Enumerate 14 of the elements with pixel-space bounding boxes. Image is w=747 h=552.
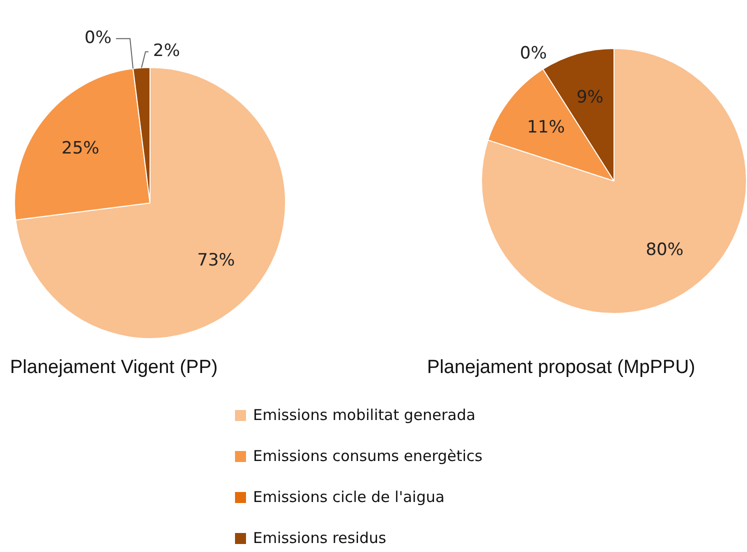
- data-label: 73%: [197, 250, 235, 271]
- data-label: 11%: [527, 118, 565, 138]
- data-label: 25%: [62, 138, 100, 158]
- data-label: 9%: [576, 88, 604, 108]
- legend-label: Emissions mobilitat generada: [253, 406, 476, 424]
- legend-label: Emissions consums energètics: [253, 447, 482, 465]
- data-label: 80%: [646, 240, 684, 260]
- text: 0%: [84, 28, 112, 48]
- legend-label: Emissions residus: [253, 529, 386, 547]
- text: 0%: [520, 43, 547, 64]
- data-label: 2%: [153, 41, 180, 62]
- text: Planejament proposat (MpPPU): [427, 357, 696, 379]
- text: Planejament Vigent (PP): [10, 357, 218, 379]
- legend-label: Emissions cicle de l'aigua: [253, 488, 445, 506]
